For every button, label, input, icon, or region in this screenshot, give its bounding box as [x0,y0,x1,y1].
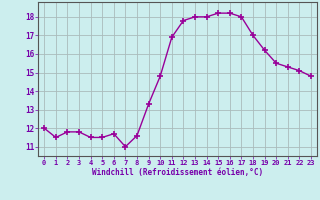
X-axis label: Windchill (Refroidissement éolien,°C): Windchill (Refroidissement éolien,°C) [92,168,263,177]
